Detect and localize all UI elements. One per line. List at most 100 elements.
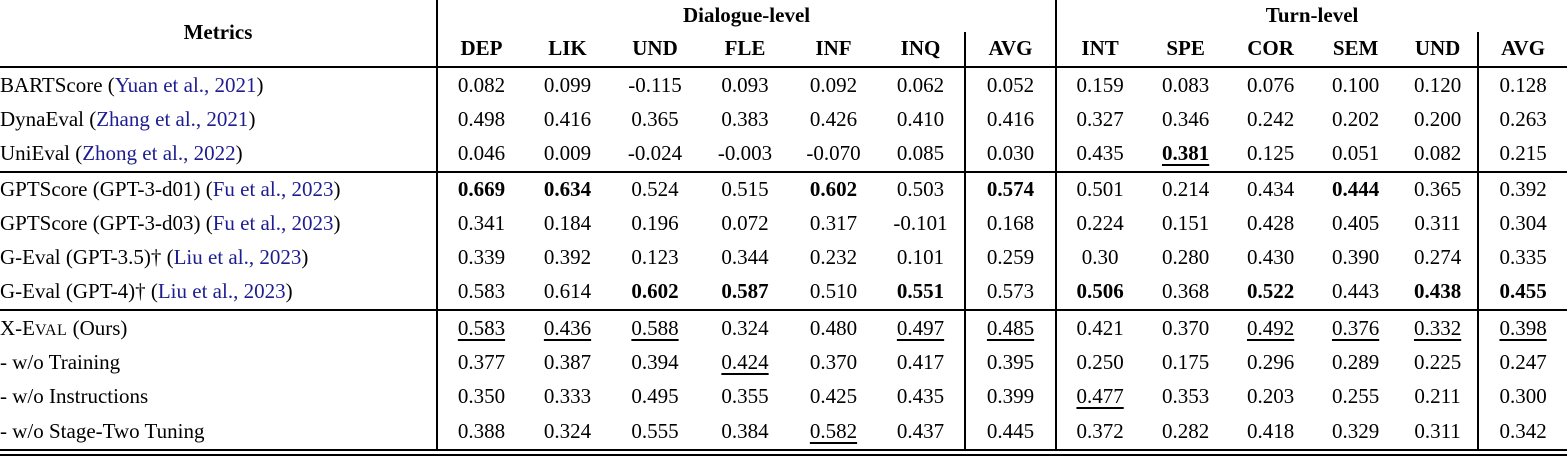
score-value: 0.184 [543, 211, 592, 236]
dialogue-score-cell: -0.024 [610, 136, 700, 171]
header-columns-row: DEP LIK UND FLE INF INQ AVG INT SPE COR SEM UND AVG [0, 32, 1567, 68]
dialogue-score-cell: 0.092 [790, 67, 877, 102]
dialogue-score-cell: 0.062 [877, 67, 965, 102]
citation-link[interactable]: Fu et al., 2023 [212, 177, 334, 202]
score-value: 0.332 [1413, 315, 1462, 340]
turn-score-cell: 0.076 [1228, 67, 1313, 102]
turn-score-cell: 0.376 [1313, 309, 1399, 346]
table-row: G-Eval (GPT-3.5)† (Liu et al., 2023) 0.33… [0, 240, 1567, 275]
dialogue-score-cell: 0.388 [437, 413, 525, 456]
score-value: 0.296 [1246, 350, 1295, 374]
turn-score-cell: 0.398 [1477, 309, 1567, 346]
turn-score-cell: 0.368 [1143, 275, 1228, 310]
metric-name-cell: BARTScore (Yuan et al., 2021) [0, 67, 438, 103]
score-value: 0.052 [986, 72, 1035, 97]
turn-score-cell: 0.263 [1477, 102, 1567, 137]
score-value: 0.250 [1076, 350, 1124, 374]
score-value: 0.424 [721, 350, 769, 374]
score-value: 0.009 [543, 140, 592, 165]
metric-name-cell: GPTScore (GPT-3-d01) (Fu et al., 2023) [0, 170, 438, 208]
dialogue-score-cell: 0.614 [525, 275, 610, 310]
score-value: 0.168 [986, 211, 1035, 236]
score-value: -0.070 [806, 140, 861, 165]
score-value: 0.128 [1499, 72, 1547, 97]
column-header-turn-und: UND [1398, 32, 1479, 68]
citation-link[interactable]: Zhong et al., 2022 [82, 140, 236, 165]
dialogue-score-cell: 0.052 [963, 67, 1057, 103]
score-value: 0.417 [896, 350, 945, 374]
dialogue-score-cell: 0.582 [790, 413, 877, 456]
citation-link[interactable]: Liu et al., 2023 [157, 279, 286, 304]
score-value: 0.202 [1331, 106, 1380, 131]
score-value: 0.445 [986, 418, 1035, 443]
dialogue-score-cell: 0.437 [877, 413, 965, 456]
score-value: 0.515 [721, 177, 769, 202]
score-value: 0.522 [1246, 279, 1295, 304]
turn-score-cell: 0.390 [1313, 241, 1398, 275]
turn-score-cell: 0.311 [1398, 207, 1478, 241]
metric-name-cell: - w/o Training [0, 345, 438, 380]
dialogue-score-cell: 0.333 [525, 380, 610, 414]
score-value: 0.333 [543, 383, 592, 408]
score-value: 0.311 [1414, 418, 1461, 443]
turn-score-cell: 0.418 [1228, 413, 1314, 456]
dialogue-score-cell: 0.495 [610, 380, 700, 414]
turn-score-cell: 0.255 [1313, 380, 1398, 414]
metric-name-cell: - w/o Stage-Two Tuning [0, 413, 438, 456]
turn-score-cell: 0.342 [1477, 413, 1567, 456]
score-value: -0.101 [893, 211, 948, 236]
score-value: 0.280 [1161, 245, 1210, 270]
turn-score-cell: 0.346 [1143, 102, 1228, 136]
score-value: 0.428 [1246, 211, 1295, 236]
dialogue-score-cell: 0.009 [525, 136, 610, 171]
turn-score-cell: 0.443 [1313, 275, 1398, 310]
turn-score-cell: 0.280 [1143, 241, 1228, 275]
table-row: DynaEval (Zhang et al., 2021) 0.498 0.416 0… [0, 102, 1567, 137]
turn-score-cell: 0.444 [1313, 170, 1399, 208]
dialogue-score-cell: 0.341 [437, 207, 525, 241]
metric-name-text: G-Eval (GPT-4)† ( [0, 279, 158, 304]
dialogue-score-cell: -0.115 [610, 67, 700, 102]
score-value: 0.388 [457, 418, 506, 443]
metric-name-text: G-Eval (GPT-3.5)† ( [0, 245, 174, 270]
table-row: G-Eval (GPT-4)† (Liu et al., 2023) 0.583 0… [0, 274, 1567, 311]
citation-link[interactable]: Yuan et al., 2021 [114, 72, 257, 97]
score-value: 0.418 [1246, 418, 1295, 443]
turn-score-cell: 0.211 [1398, 380, 1478, 414]
score-value: 0.093 [721, 72, 769, 97]
dialogue-score-cell: 0.394 [610, 346, 700, 380]
score-value: 0.214 [1161, 177, 1210, 202]
dialogue-score-cell: -0.003 [700, 136, 790, 171]
score-value: 0.092 [809, 72, 858, 97]
score-value: 0.634 [543, 177, 592, 202]
column-header-dialogue-inq: INQ [877, 32, 965, 68]
citation-link[interactable]: Liu et al., 2023 [173, 245, 302, 270]
turn-score-cell: 0.430 [1228, 241, 1313, 275]
metric-name-text: ) [333, 211, 341, 236]
citation-link[interactable]: Fu et al., 2023 [212, 211, 334, 236]
dialogue-score-cell: 0.498 [437, 102, 525, 136]
score-value: 0.353 [1161, 383, 1210, 408]
score-value: 0.072 [721, 211, 769, 236]
score-value: 0.082 [1413, 140, 1462, 165]
score-value: 0.455 [1499, 279, 1547, 304]
header-group-row: Metrics Dialogue-level Turn-level [0, 0, 1567, 68]
column-header-dialogue-inf: INF [790, 32, 877, 68]
score-value: 0.200 [1413, 106, 1462, 131]
dialogue-score-cell: 0.410 [877, 102, 965, 136]
citation-link[interactable]: Zhang et al., 2021 [96, 106, 249, 131]
dialogue-score-cell: 0.574 [963, 170, 1057, 208]
metric-name-text: ) [285, 279, 293, 304]
dialogue-score-cell: 0.583 [437, 309, 525, 346]
score-value: 0.342 [1499, 418, 1547, 443]
score-value: 0.510 [809, 279, 858, 304]
table-row: - w/o Instructions 0.350 0.333 0.495 0.355 0.… [0, 379, 1567, 414]
turn-score-cell: 0.329 [1313, 413, 1399, 456]
metric-name-text: GPTScore (GPT-3-d01) ( [0, 177, 213, 202]
dialogue-score-cell: 0.445 [963, 413, 1057, 456]
turn-score-cell: 0.159 [1055, 67, 1144, 103]
turn-score-cell: 0.30 [1055, 240, 1144, 275]
turn-score-cell: 0.353 [1143, 380, 1228, 414]
